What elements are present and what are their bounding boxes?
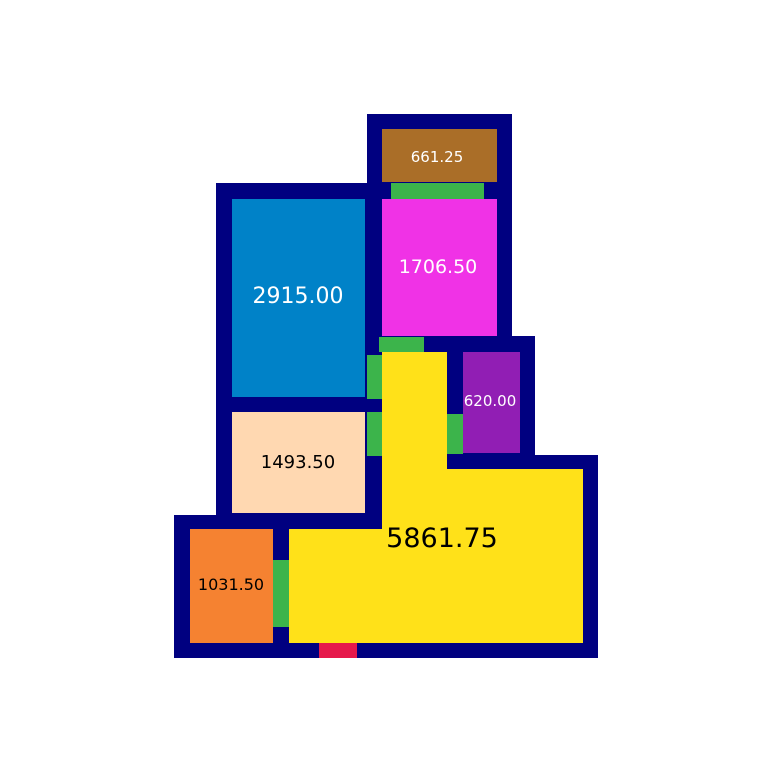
label-bathroom: 1706.50 (399, 256, 478, 278)
room-bathroom[interactable] (382, 199, 497, 336)
door-bathroom-living[interactable] (379, 337, 424, 352)
door-small-room-living[interactable] (447, 414, 463, 454)
label-kitchen: 1031.50 (198, 575, 264, 594)
room-kitchen[interactable] (190, 529, 273, 643)
label-bedroom-main: 2915.00 (253, 284, 344, 309)
label-living: 5861.75 (386, 523, 498, 554)
label-small-room: 620.00 (464, 392, 517, 410)
room-small[interactable] (463, 352, 520, 453)
doors (273, 183, 484, 627)
label-storage: 661.25 (411, 148, 464, 166)
room-bedroom-2[interactable] (232, 412, 365, 513)
entrance-door[interactable] (319, 643, 357, 658)
room-storage[interactable] (382, 129, 497, 182)
rooms (190, 129, 583, 643)
door-bedroom-main-living[interactable] (367, 355, 382, 399)
door-storage-bathroom[interactable] (391, 183, 484, 199)
door-kitchen-living[interactable] (273, 560, 289, 627)
room-labels: 661.25 2915.00 1706.50 620.00 1493.50 58… (198, 148, 516, 594)
door-bedroom-2-living[interactable] (367, 412, 382, 456)
room-living[interactable] (289, 352, 583, 643)
label-bedroom-2: 1493.50 (261, 452, 335, 473)
room-bedroom-main[interactable] (232, 199, 365, 397)
